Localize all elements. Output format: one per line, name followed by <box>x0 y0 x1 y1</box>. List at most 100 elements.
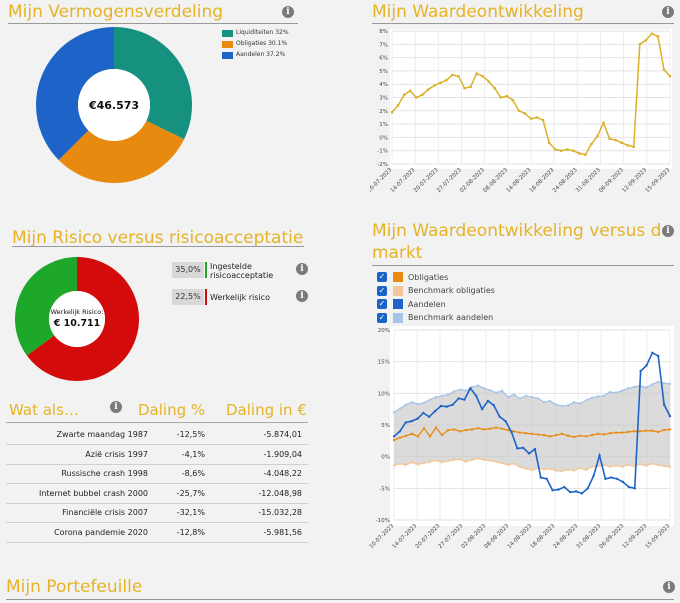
markt-point-aandelen <box>551 489 554 492</box>
vermogen-legend-swatch <box>222 52 233 59</box>
markt-point-benchmark-obligaties <box>446 459 450 463</box>
vermogen-title: Mijn Vermogensverdeling <box>8 2 224 22</box>
markt-point-aandelen <box>610 476 613 479</box>
markt-legend-label-obligaties[interactable]: Obligaties <box>408 272 449 282</box>
watals-row-eur: -15.032,28 <box>258 508 302 517</box>
watals-row-name: Zwarte maandag 1987 <box>56 430 148 439</box>
waarde-point <box>620 141 623 145</box>
werkelijk-risico-value: 22,5% <box>172 289 204 305</box>
markt-checkbox-benchmark-obligaties[interactable]: ✓ <box>377 285 387 296</box>
waarde-point <box>656 35 660 38</box>
markt-point-benchmark-aandelen <box>476 384 480 387</box>
markt-point-benchmark-aandelen <box>554 403 558 406</box>
markt-point-aandelen <box>398 430 402 433</box>
markt-point-obligaties <box>422 426 426 430</box>
vermogen-legend-label: Liquiditeiten 32% <box>236 29 289 36</box>
markt-point-aandelen <box>621 480 625 484</box>
waarde-point <box>626 144 629 147</box>
werkelijk-risico-info-icon[interactable]: i <box>296 290 308 302</box>
markt-point-benchmark-aandelen <box>602 394 606 398</box>
markt-point-aandelen <box>457 397 460 400</box>
markt-point-obligaties <box>632 430 636 433</box>
waarde-point <box>614 138 617 142</box>
markt-point-aandelen <box>486 399 490 403</box>
waarde-info-icon[interactable]: i <box>662 6 674 18</box>
markt-point-benchmark-obligaties <box>494 460 498 463</box>
markt-point-obligaties <box>614 431 618 434</box>
vermogen-total: €46.573 <box>88 99 139 112</box>
markt-point-benchmark-aandelen <box>584 399 588 402</box>
markt-point-obligaties <box>662 428 666 432</box>
markt-point-obligaties <box>524 432 528 435</box>
risico-acceptatie-info-icon[interactable]: i <box>296 263 308 275</box>
markt-point-benchmark-aandelen <box>506 395 510 399</box>
markt-checkbox-benchmark-aandelen[interactable]: ✓ <box>377 312 387 323</box>
markt-point-benchmark-aandelen <box>434 395 438 399</box>
markt-point-obligaties <box>434 426 438 429</box>
markt-point-benchmark-aandelen <box>572 401 576 404</box>
markt-point-aandelen <box>422 411 425 415</box>
markt-point-obligaties <box>470 428 474 431</box>
risico-acceptatie-label: Ingestelde risicoacceptatie <box>210 262 274 280</box>
markt-point-benchmark-obligaties <box>632 464 636 468</box>
waarde-point <box>493 86 497 90</box>
markt-point-obligaties <box>584 435 588 438</box>
markt-legend-label-aandelen[interactable]: Aandelen <box>408 299 446 309</box>
waarde-point <box>559 149 563 152</box>
markt-point-benchmark-obligaties <box>410 461 414 464</box>
vermogen-info-icon[interactable]: i <box>282 6 294 18</box>
markt-point-aandelen <box>568 490 572 494</box>
watals-row-name: Financiële crisis 2007 <box>62 508 148 517</box>
waarde-point <box>463 86 466 90</box>
markt-point-aandelen <box>516 447 519 450</box>
markt-point-benchmark-obligaties <box>482 458 486 462</box>
markt-checkbox-aandelen[interactable]: ✓ <box>377 299 387 309</box>
markt-point-obligaties <box>542 433 546 437</box>
waarde-point <box>590 142 593 146</box>
y-tick-label: -2% <box>377 162 388 168</box>
markt-point-benchmark-obligaties <box>470 458 474 462</box>
markt-point-obligaties <box>644 429 648 432</box>
y-tick-label: 7% <box>379 42 388 48</box>
markt-point-benchmark-obligaties <box>512 462 516 465</box>
markt-point-obligaties <box>566 434 570 437</box>
markt-point-benchmark-aandelen <box>620 389 624 392</box>
markt-point-obligaties <box>602 433 606 436</box>
portefeuille-info-icon[interactable]: i <box>663 581 675 593</box>
markt-point-benchmark-obligaties <box>668 465 672 468</box>
waarde-point <box>408 89 412 93</box>
markt-point-aandelen <box>469 387 472 390</box>
markt-point-aandelen <box>598 454 601 457</box>
markt-point-benchmark-obligaties <box>548 467 552 470</box>
waarde-point <box>529 117 533 121</box>
markt-point-aandelen <box>498 415 501 418</box>
waarde-point <box>505 94 509 98</box>
watals-title: Wat als… <box>9 401 79 419</box>
markt-point-aandelen <box>475 394 478 398</box>
y-tick-label: 6% <box>379 56 388 62</box>
watals-row-divider <box>6 541 308 543</box>
waarde-point <box>668 74 672 78</box>
markt-point-benchmark-obligaties <box>392 464 396 467</box>
markt-info-icon[interactable]: i <box>662 225 674 237</box>
markt-point-benchmark-obligaties <box>602 463 606 467</box>
markt-point-benchmark-obligaties <box>428 460 432 463</box>
markt-legend-label-benchmark-obligaties[interactable]: Benchmark obligaties <box>408 286 495 295</box>
watals-col-daling-pct: Daling % <box>138 401 206 419</box>
markt-divider <box>372 265 674 266</box>
markt-point-obligaties <box>452 428 456 431</box>
markt-point-benchmark-obligaties <box>626 463 630 467</box>
markt-point-benchmark-obligaties <box>476 457 480 460</box>
watals-row-pct: -25,7% <box>176 488 205 498</box>
markt-point-obligaties <box>446 428 450 432</box>
watals-info-icon[interactable]: i <box>110 401 122 413</box>
waarde-point <box>457 74 460 78</box>
markt-point-obligaties <box>578 434 582 437</box>
markt-point-obligaties <box>590 433 594 437</box>
markt-point-benchmark-aandelen <box>518 397 522 400</box>
markt-legend-label-benchmark-aandelen[interactable]: Benchmark aandelen <box>408 313 494 322</box>
markt-point-obligaties <box>668 428 672 431</box>
markt-checkbox-obligaties[interactable]: ✓ <box>377 272 387 282</box>
markt-point-benchmark-obligaties <box>524 467 528 470</box>
markt-point-aandelen <box>533 447 537 451</box>
